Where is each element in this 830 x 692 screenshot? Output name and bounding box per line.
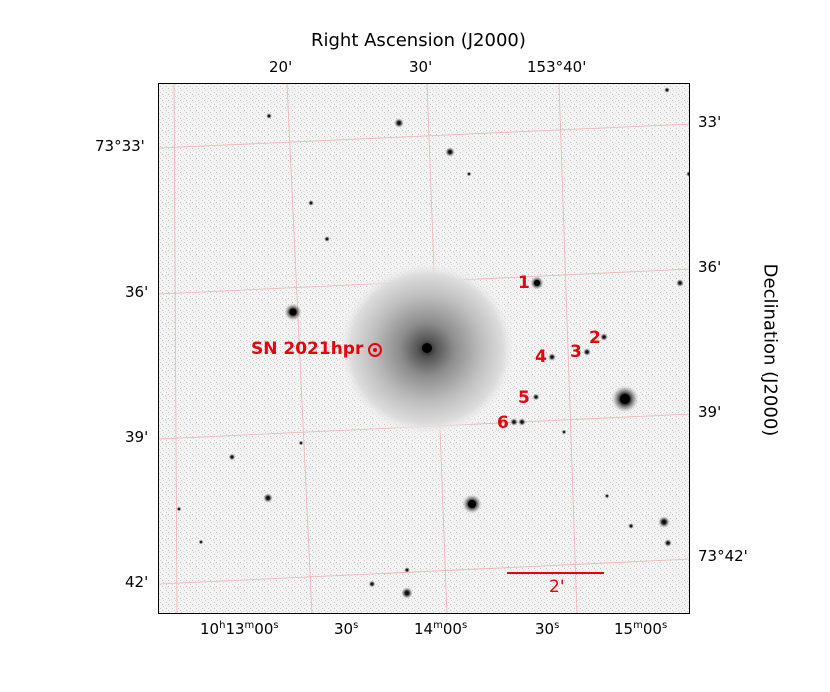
bottom-tick-label: 14m00s xyxy=(414,620,468,638)
bottom-tick-label: 30s xyxy=(334,620,359,638)
bottom-tick-label: 15m00s xyxy=(614,620,668,638)
left-tick-label: 42' xyxy=(125,573,149,591)
top-tick-label: 30' xyxy=(409,58,433,76)
sky-image xyxy=(159,84,689,613)
sky-image-panel: SN 2021hpr 1 2 3 4 5 6 2' xyxy=(158,83,690,614)
left-tick-label: 39' xyxy=(125,428,149,446)
right-tick-label: 33' xyxy=(698,113,722,131)
right-axis-title: Declination (J2000) xyxy=(759,263,781,437)
star-label-3: 3 xyxy=(570,342,582,362)
star-label-2: 2 xyxy=(589,328,601,348)
left-tick-label: 36' xyxy=(125,283,149,301)
stars xyxy=(176,87,689,599)
supernova-label: SN 2021hpr xyxy=(251,339,364,359)
right-tick-label: 36' xyxy=(698,258,722,276)
supernova-marker xyxy=(368,343,382,357)
star-label-4: 4 xyxy=(535,347,547,367)
right-tick-label: 39' xyxy=(698,403,722,421)
galaxy-nucleus xyxy=(422,343,432,353)
bottom-tick-label: 30s xyxy=(535,620,560,638)
star-label-6: 6 xyxy=(497,413,509,433)
top-axis-title: Right Ascension (J2000) xyxy=(311,30,526,51)
star-label-5: 5 xyxy=(518,388,530,408)
scale-bar-label: 2' xyxy=(549,577,565,597)
right-tick-label: 73°42' xyxy=(698,547,748,565)
star-label-1: 1 xyxy=(518,273,530,293)
bottom-tick-label: 10h13m00s xyxy=(200,620,279,638)
left-tick-label: 73°33' xyxy=(95,137,145,155)
top-tick-label: 20' xyxy=(269,58,293,76)
top-tick-label: 153°40' xyxy=(527,58,587,76)
